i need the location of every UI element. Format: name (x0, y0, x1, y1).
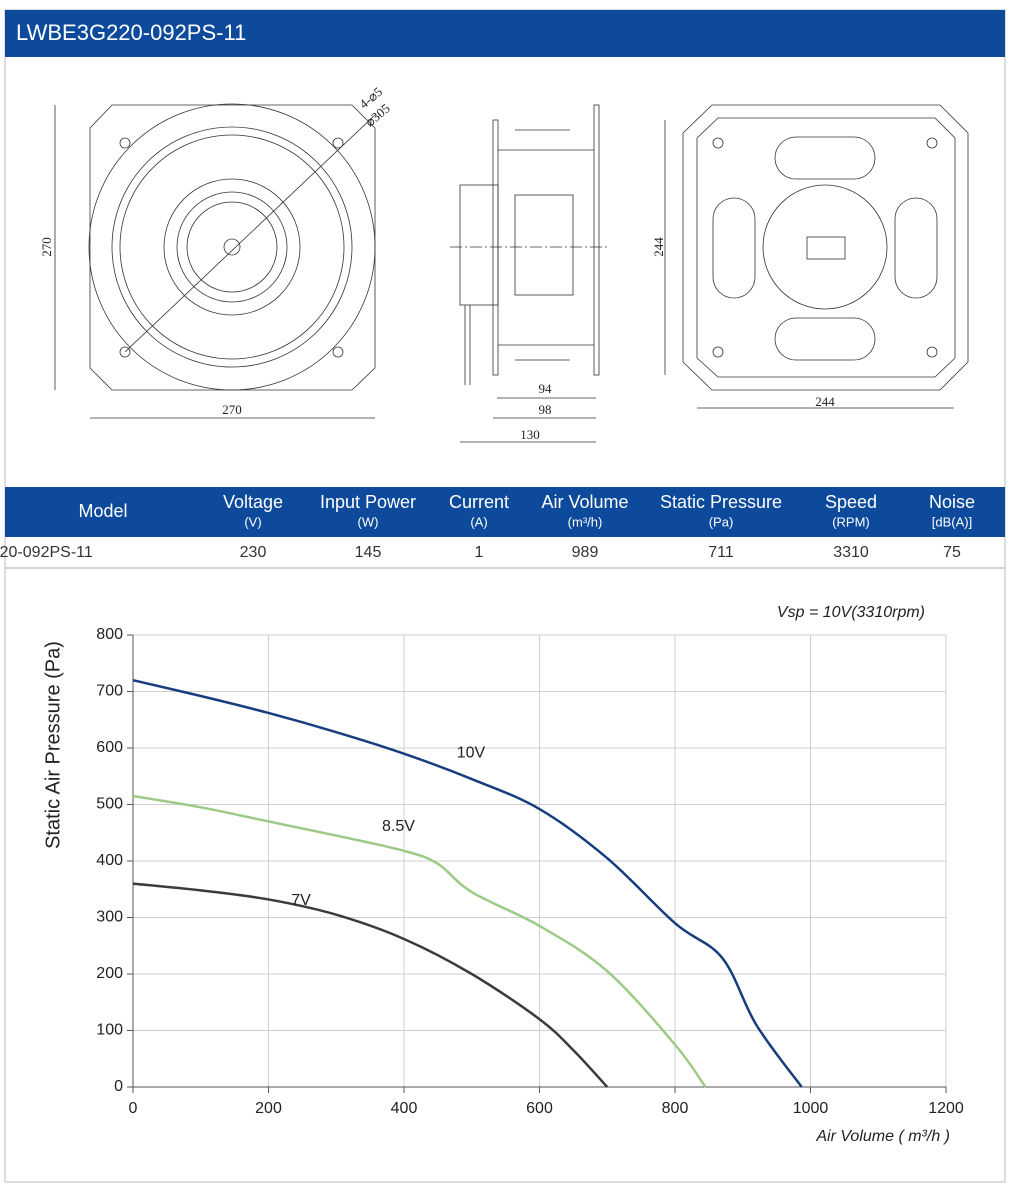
y-tick-label: 700 (96, 683, 123, 700)
column-header: Air Volume (541, 492, 628, 512)
header-bar (5, 10, 1005, 57)
x-tick-label: 400 (391, 1100, 418, 1117)
dimension-label: 130 (520, 427, 540, 442)
table-cell: 75 (943, 544, 961, 561)
dimension-label: 244 (651, 237, 666, 257)
y-tick-label: 0 (114, 1078, 123, 1095)
column-header: Model (78, 501, 127, 521)
table-cell: 145 (355, 544, 382, 561)
series-line (132, 678, 803, 1088)
column-unit: (W) (358, 514, 379, 529)
y-tick-label: 100 (96, 1022, 123, 1039)
column-header: Voltage (223, 492, 283, 512)
column-unit: (Pa) (709, 514, 734, 529)
series-line (132, 794, 707, 1088)
column-unit: (A) (470, 514, 487, 529)
dimension-label: 94 (539, 381, 553, 396)
table-cell: LWBE3G220-092PS-11 (0, 544, 93, 561)
frame (4, 9, 1006, 1183)
dimension-label: 244 (815, 394, 835, 409)
y-tick-label: 200 (96, 965, 123, 982)
dimension-label: 270 (39, 237, 54, 257)
x-tick-label: 800 (662, 1100, 689, 1117)
dimension-label: 98 (539, 402, 552, 417)
x-axis-label: Air Volume ( m³/h ) (815, 1128, 950, 1145)
y-tick-label: 500 (96, 796, 123, 813)
column-unit: [dB(A)] (932, 514, 972, 529)
chart: 0 100 200 300 400 500 600 700 800 0 200 400 600 800 10… (42, 604, 964, 1145)
y-tick-label: 800 (96, 626, 123, 643)
table: Model Voltage (V) Input Power (W) Current (A) A… (0, 492, 975, 561)
column-header: Static Pressure (660, 492, 782, 512)
series-label: 8.5V (382, 818, 415, 835)
header-title: LWBE3G220-092PS-11 (16, 20, 246, 45)
side-view: 94 98 130 (450, 104, 610, 443)
table-cell: 989 (572, 544, 599, 561)
dimension-label: 270 (222, 402, 242, 417)
series-label: 7V (291, 892, 311, 909)
table-cell: 711 (708, 544, 734, 561)
series-label: 10V (457, 744, 486, 761)
column-header: Input Power (320, 492, 416, 512)
x-tick-label: 1000 (793, 1100, 829, 1117)
annotation: Vsp = 10V(3310rpm) (777, 604, 925, 621)
x-tick-label: 1200 (928, 1100, 964, 1117)
column-unit: (m³/h) (568, 514, 603, 529)
x-tick-label: 200 (255, 1100, 282, 1117)
column-header: Noise (929, 492, 975, 512)
series-line (132, 882, 609, 1088)
y-tick-label: 400 (96, 852, 123, 869)
y-axis-label: Static Air Pressure (Pa) (42, 641, 64, 849)
x-tick-label: 600 (526, 1100, 553, 1117)
x-tick-label: 0 (129, 1100, 138, 1117)
y-tick-label: 300 (96, 909, 123, 926)
table-cell: 230 (240, 544, 267, 561)
table-header (5, 487, 1005, 537)
column-unit: (RPM) (832, 514, 870, 529)
column-unit: (V) (244, 514, 261, 529)
table-cell: 3310 (833, 544, 869, 561)
column-header: Speed (825, 492, 877, 512)
column-header: Current (449, 492, 509, 512)
y-tick-label: 600 (96, 739, 123, 756)
rear-view: 244 244 (651, 104, 969, 409)
table-cell: 1 (475, 544, 484, 561)
